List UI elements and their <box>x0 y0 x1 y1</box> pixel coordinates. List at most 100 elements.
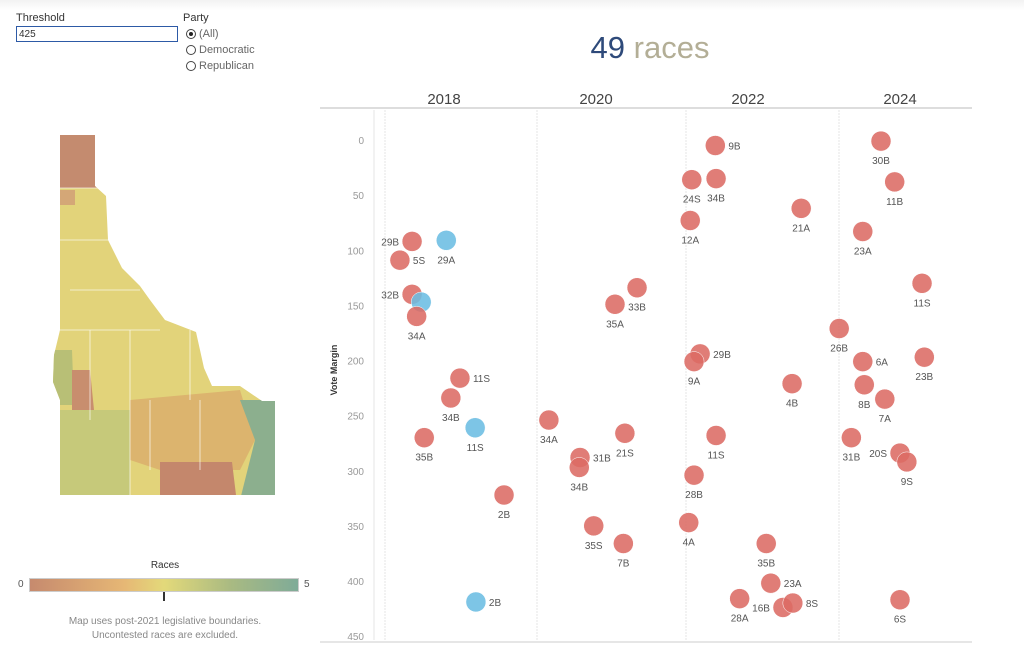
y-tick-label: 300 <box>347 467 364 478</box>
race-point[interactable] <box>755 533 777 554</box>
y-tick-label: 200 <box>347 357 364 368</box>
threshold-label: Threshold <box>16 12 65 24</box>
race-point[interactable] <box>613 533 634 554</box>
year-header: 2022 <box>731 91 764 108</box>
race-point[interactable] <box>841 427 862 448</box>
y-tick-label: 150 <box>347 301 364 312</box>
race-point[interactable] <box>683 351 705 372</box>
y-tick-label: 400 <box>347 577 364 588</box>
race-point-label: 28B <box>685 490 703 501</box>
idaho-map[interactable] <box>0 0 330 520</box>
party-radio-democratic[interactable]: Democratic <box>186 44 255 56</box>
race-point[interactable] <box>782 592 804 614</box>
radio-icon <box>186 61 196 71</box>
race-point-label: 34B <box>442 413 460 424</box>
race-point[interactable] <box>449 367 471 389</box>
map-note-2: Uncontested races are excluded. <box>91 630 239 641</box>
map-district[interactable] <box>240 400 280 500</box>
race-point-label: 26B <box>830 344 848 355</box>
race-point-label: 34A <box>540 435 558 446</box>
race-point[interactable] <box>874 388 896 410</box>
race-point[interactable] <box>389 249 411 271</box>
race-point[interactable] <box>569 457 590 478</box>
party-radio-all[interactable]: (All) <box>186 28 219 40</box>
race-point-label: 34B <box>707 194 725 205</box>
map-district[interactable] <box>55 410 130 495</box>
y-tick-label: 50 <box>353 191 365 202</box>
race-point-label: 34B <box>570 482 588 493</box>
race-point-label: 11S <box>708 450 725 461</box>
race-point-label: 11S <box>473 374 490 385</box>
y-tick-label: 450 <box>347 632 364 643</box>
race-point[interactable] <box>440 387 462 409</box>
race-point-label: 31B <box>842 453 860 464</box>
race-point-label: 29B <box>381 237 399 248</box>
race-point[interactable] <box>464 417 486 439</box>
map-district[interactable] <box>72 370 95 420</box>
race-point[interactable] <box>436 230 457 251</box>
race-point[interactable] <box>854 374 875 396</box>
race-point-label: 24S <box>683 195 701 206</box>
race-point[interactable] <box>870 130 892 152</box>
race-point[interactable] <box>679 210 701 231</box>
radio-icon <box>186 45 196 55</box>
race-point-label: 30B <box>872 156 890 167</box>
race-point[interactable] <box>911 273 933 294</box>
race-point[interactable] <box>852 221 874 242</box>
race-point[interactable] <box>681 169 703 190</box>
race-point-label: 16B <box>752 603 770 614</box>
race-point[interactable] <box>614 423 636 444</box>
race-point-label: 29B <box>713 350 731 361</box>
map-district[interactable] <box>55 190 75 205</box>
race-point[interactable] <box>705 425 727 446</box>
race-point-label: 11B <box>886 197 903 208</box>
year-header: 2020 <box>579 91 612 108</box>
map-district[interactable] <box>160 462 236 495</box>
race-point-label: 21A <box>792 223 810 234</box>
race-point-label: 4A <box>683 538 696 549</box>
map-district[interactable] <box>130 390 255 470</box>
race-point-label: 5S <box>413 256 426 267</box>
race-point[interactable] <box>896 451 918 473</box>
legend-min: 0 <box>18 579 24 590</box>
race-point-label: 33B <box>628 303 646 314</box>
race-point[interactable] <box>760 572 782 594</box>
race-point[interactable] <box>790 198 812 219</box>
radio-label: Democratic <box>199 44 255 56</box>
race-point-label: 9A <box>688 377 701 388</box>
race-point[interactable] <box>889 589 911 610</box>
race-point[interactable] <box>406 306 427 327</box>
party-radio-republican[interactable]: Republican <box>186 60 254 72</box>
y-tick-label: 350 <box>347 522 364 533</box>
race-point[interactable] <box>705 168 727 189</box>
race-point[interactable] <box>465 591 487 613</box>
race-point[interactable] <box>678 512 699 533</box>
race-point[interactable] <box>828 318 850 339</box>
race-point[interactable] <box>413 427 435 448</box>
race-point[interactable] <box>538 409 560 431</box>
race-point-label: 12A <box>681 235 699 246</box>
race-point[interactable] <box>583 515 604 537</box>
race-point[interactable] <box>705 135 726 156</box>
threshold-input[interactable] <box>16 26 178 42</box>
race-point-label: 32B <box>381 290 399 301</box>
map-district[interactable] <box>55 130 100 188</box>
race-point[interactable] <box>401 231 423 252</box>
race-point[interactable] <box>781 373 803 394</box>
race-point-label: 2B <box>498 510 511 521</box>
race-point[interactable] <box>914 346 935 368</box>
race-point[interactable] <box>852 351 874 372</box>
race-point[interactable] <box>493 484 515 506</box>
race-point[interactable] <box>683 464 705 486</box>
race-point-label: 23A <box>854 247 872 258</box>
race-point[interactable] <box>729 588 750 609</box>
race-point-label: 31B <box>593 454 611 465</box>
race-point-label: 9S <box>901 477 914 488</box>
race-point-label: 7A <box>879 414 892 425</box>
race-point[interactable] <box>626 277 648 298</box>
race-point-label: 29A <box>437 255 455 266</box>
race-point-label: 7B <box>617 559 630 570</box>
race-point[interactable] <box>884 171 905 193</box>
race-point-label: 4B <box>786 399 799 410</box>
race-point[interactable] <box>604 294 626 315</box>
